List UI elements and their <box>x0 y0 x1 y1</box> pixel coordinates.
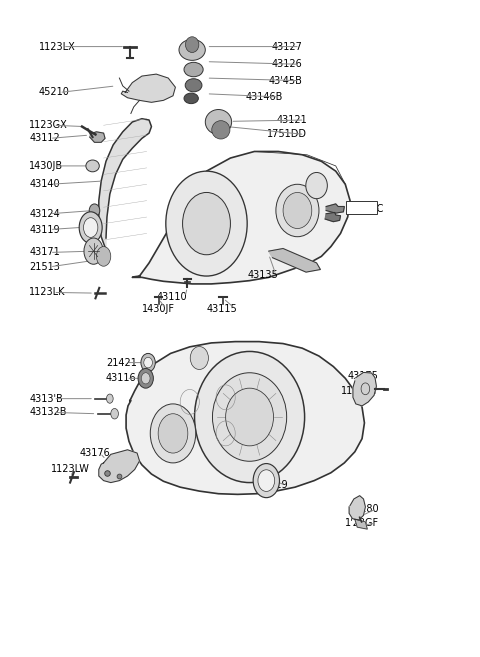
Ellipse shape <box>107 394 113 403</box>
Text: 1123GX: 1123GX <box>29 120 68 130</box>
Text: 43110: 43110 <box>157 292 187 302</box>
Ellipse shape <box>253 464 279 497</box>
Text: 43116: 43116 <box>106 373 137 383</box>
Polygon shape <box>99 450 140 483</box>
Ellipse shape <box>138 369 154 388</box>
Text: 4313'B: 4313'B <box>29 394 63 403</box>
Text: 43140: 43140 <box>29 179 60 189</box>
Ellipse shape <box>158 414 188 453</box>
Text: 43116C: 43116C <box>346 204 384 214</box>
Polygon shape <box>132 152 350 284</box>
Ellipse shape <box>194 351 305 483</box>
Text: 43135: 43135 <box>248 270 278 280</box>
Ellipse shape <box>283 193 312 229</box>
Polygon shape <box>121 74 175 102</box>
Text: 43'45B: 43'45B <box>268 76 302 85</box>
Polygon shape <box>353 373 376 406</box>
Text: 43132B: 43132B <box>29 407 67 417</box>
Ellipse shape <box>86 160 99 172</box>
Polygon shape <box>269 248 321 272</box>
Ellipse shape <box>84 238 103 264</box>
Ellipse shape <box>306 173 327 198</box>
Ellipse shape <box>182 193 230 255</box>
Ellipse shape <box>142 373 150 384</box>
Ellipse shape <box>111 409 119 419</box>
Text: 1123LW: 1123LW <box>51 464 90 474</box>
Polygon shape <box>326 204 344 213</box>
Text: 43127: 43127 <box>271 41 302 52</box>
Ellipse shape <box>141 353 156 372</box>
Text: 1430JF: 1430JF <box>142 304 175 314</box>
Text: 45210: 45210 <box>39 87 70 97</box>
Ellipse shape <box>190 346 208 369</box>
Text: 43180: 43180 <box>348 504 379 514</box>
Ellipse shape <box>185 79 202 92</box>
Text: 43175: 43175 <box>348 371 379 380</box>
Ellipse shape <box>179 39 205 60</box>
Text: 1430JB: 1430JB <box>29 161 63 171</box>
Text: 43126: 43126 <box>272 59 302 69</box>
Text: 1'23GF: 1'23GF <box>345 518 379 528</box>
Polygon shape <box>90 132 105 143</box>
Ellipse shape <box>144 357 153 368</box>
Text: 43115: 43115 <box>207 304 238 314</box>
Ellipse shape <box>213 373 287 461</box>
Ellipse shape <box>226 388 274 446</box>
Text: 43124: 43124 <box>29 209 60 219</box>
Ellipse shape <box>212 121 230 139</box>
Text: 43121: 43121 <box>276 115 307 125</box>
Text: 1751DD: 1751DD <box>267 129 307 139</box>
Ellipse shape <box>184 93 198 104</box>
Ellipse shape <box>184 62 203 77</box>
Text: 43119: 43119 <box>257 480 288 490</box>
Text: 43146B: 43146B <box>246 92 283 102</box>
Text: 21513: 21513 <box>29 262 60 272</box>
Polygon shape <box>99 119 152 250</box>
Text: 43112: 43112 <box>29 133 60 143</box>
Polygon shape <box>355 519 367 529</box>
Polygon shape <box>325 212 340 221</box>
Ellipse shape <box>166 171 247 276</box>
Polygon shape <box>126 342 364 494</box>
Ellipse shape <box>205 110 232 135</box>
Text: 43119: 43119 <box>29 225 60 235</box>
Text: 1123LX: 1123LX <box>39 41 76 52</box>
Text: 21421: 21421 <box>106 357 137 368</box>
Ellipse shape <box>276 184 319 237</box>
Ellipse shape <box>84 217 98 237</box>
Bar <box>346 200 377 214</box>
Ellipse shape <box>150 404 196 463</box>
Text: 43176: 43176 <box>80 448 110 458</box>
Text: 1123LK: 1123LK <box>29 288 66 298</box>
Ellipse shape <box>89 204 100 217</box>
Ellipse shape <box>79 212 102 243</box>
Ellipse shape <box>258 470 275 491</box>
Text: 1123’W: 1123’W <box>341 386 379 396</box>
Ellipse shape <box>185 37 199 53</box>
Text: 43171: 43171 <box>29 248 60 258</box>
Ellipse shape <box>96 246 111 266</box>
Polygon shape <box>349 495 365 520</box>
